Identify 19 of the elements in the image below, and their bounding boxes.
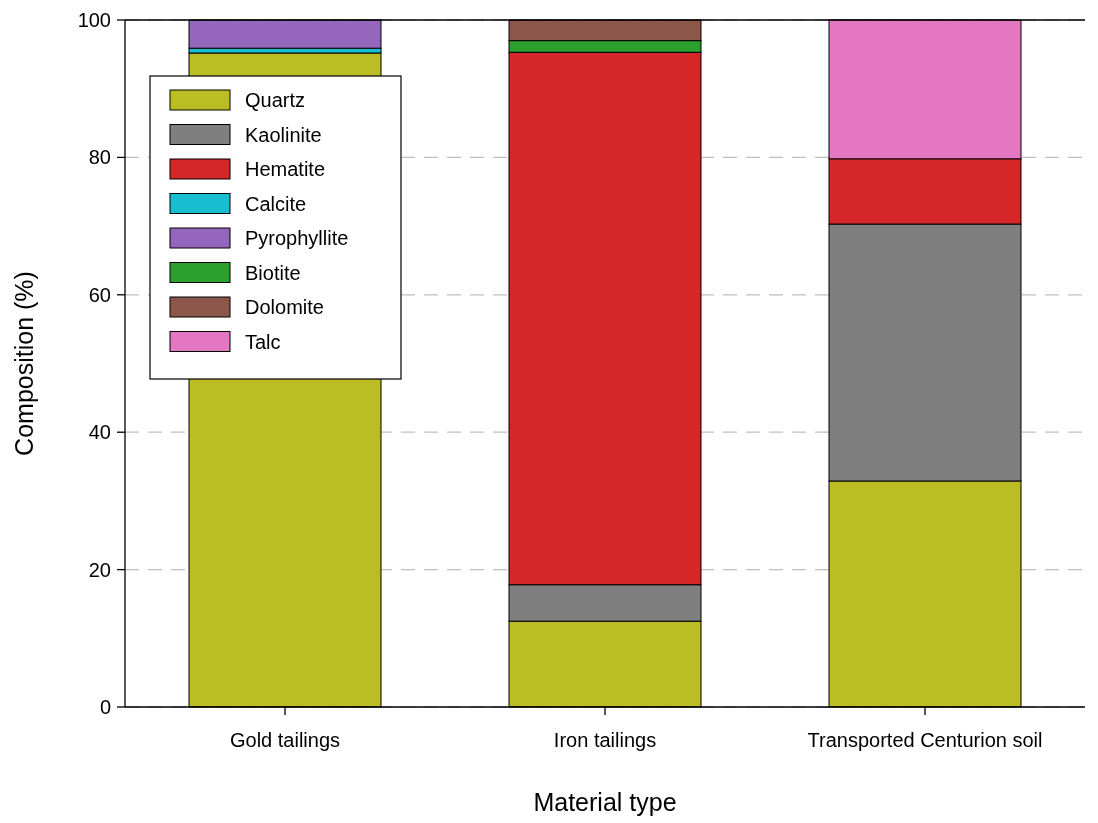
legend-label: Biotite	[245, 261, 301, 284]
legend-label: Talc	[245, 330, 281, 353]
y-tick-label: 100	[77, 9, 111, 31]
x-tick-label: Gold tailings	[229, 729, 341, 751]
x-axis-title: Material type	[533, 788, 677, 816]
x-tick-label: Iron tailings	[553, 729, 657, 751]
legend-label: Quartz	[245, 89, 306, 111]
legend-label: Calcite	[245, 192, 307, 215]
legend-label: Hematite	[245, 158, 326, 180]
y-tick-label: 0	[99, 696, 111, 718]
y-tick-label: 80	[88, 146, 111, 169]
legend-label: Dolomite	[245, 296, 324, 318]
y-axis-title: Composition (%)	[10, 271, 38, 456]
y-tick-label: 20	[88, 558, 111, 581]
legend-label: Pyrophyllite	[245, 227, 349, 249]
y-tick-label: 60	[88, 283, 111, 306]
y-tick-label: 40	[88, 421, 111, 444]
legend-label: Kaolinite	[245, 123, 322, 146]
x-tick-label: Transported Centurion soil	[807, 729, 1043, 751]
